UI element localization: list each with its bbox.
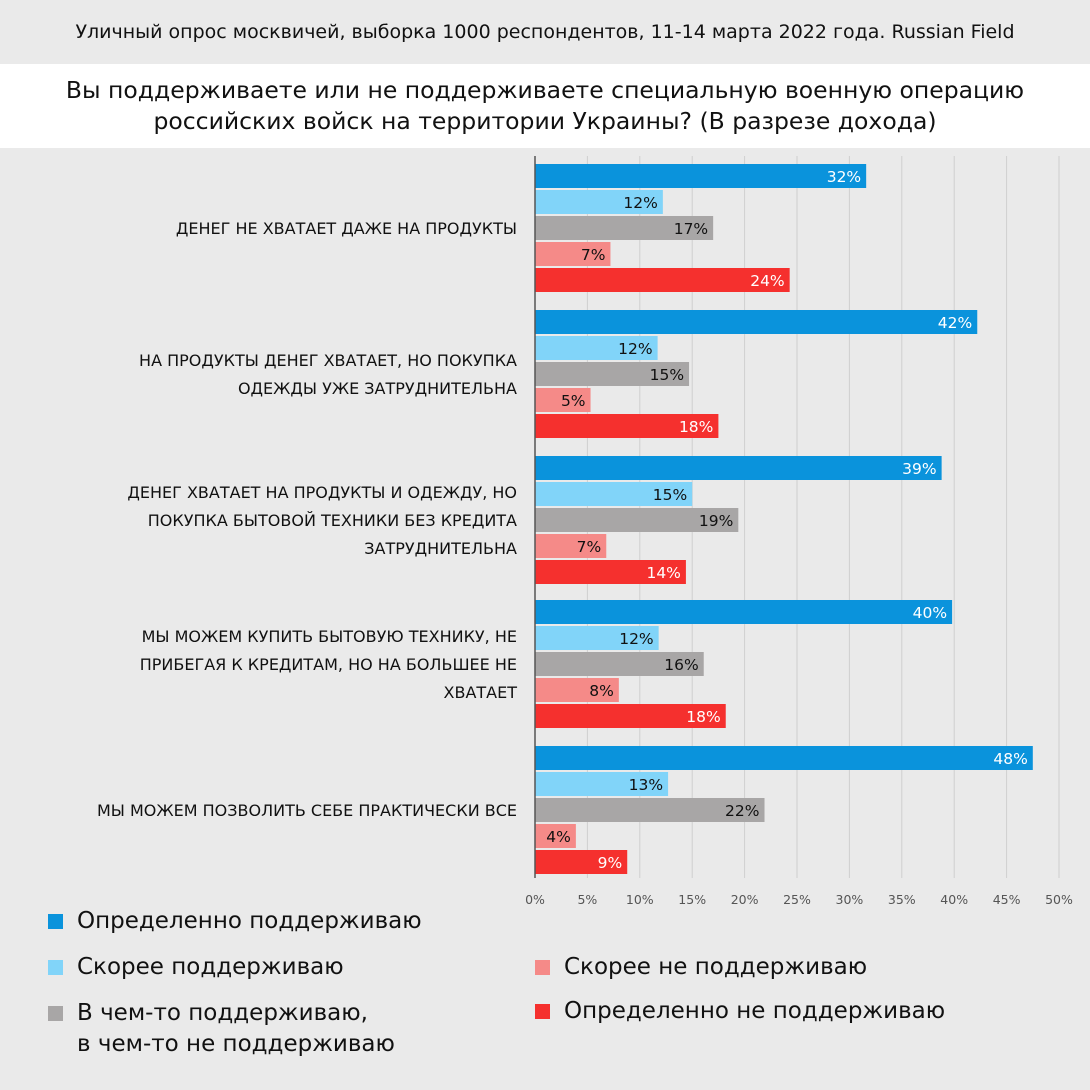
legend-label: Определенно не поддерживаю bbox=[564, 998, 946, 1024]
data-label: 42% bbox=[938, 314, 972, 332]
bar bbox=[535, 508, 739, 532]
x-tick-label: 25% bbox=[783, 892, 811, 907]
bar bbox=[535, 798, 765, 822]
category-label-line: ХВАТАЕТ bbox=[444, 683, 518, 702]
bar bbox=[535, 362, 690, 386]
bar bbox=[535, 678, 619, 702]
bar bbox=[535, 652, 704, 676]
bar bbox=[535, 456, 942, 480]
data-label: 40% bbox=[913, 604, 947, 622]
x-tick-label: 15% bbox=[678, 892, 706, 907]
legend-item-definitely-not-support: Определенно не поддерживаю bbox=[535, 996, 945, 1027]
category-label-line: ЗАТРУДНИТЕЛЬНА bbox=[364, 539, 517, 558]
x-tick-label: 45% bbox=[993, 892, 1021, 907]
category-label-line: ПОКУПКА БЫТОВОЙ ТЕХНИКИ БЕЗ КРЕДИТА bbox=[148, 511, 517, 530]
bar-chart: 0% 5% 10% 15% 20% 25% 30% 35% 40% 45% 50% 32% 42% 39%… bbox=[97, 156, 1073, 907]
data-label: 17% bbox=[674, 220, 708, 238]
legend-item-rather-support: Скорее поддерживаю bbox=[48, 952, 344, 983]
data-label: 39% bbox=[902, 460, 936, 478]
bar bbox=[535, 336, 658, 360]
legend-swatch bbox=[48, 1006, 63, 1021]
legend-item-definitely-support: Определенно поддерживаю bbox=[48, 906, 422, 937]
legend-item-partly-support: В чем-то поддерживаю, в чем-то не поддер… bbox=[48, 998, 395, 1060]
legend-label: Скорее не поддерживаю bbox=[564, 954, 868, 980]
category-label-line: ОДЕЖДЫ УЖЕ ЗАТРУДНИТЕЛЬНА bbox=[238, 379, 517, 398]
bar bbox=[535, 772, 669, 796]
legend-label: В чем-то поддерживаю, в чем-то не поддер… bbox=[77, 1000, 395, 1057]
x-tick-label: 5% bbox=[577, 892, 597, 907]
x-tick-label: 40% bbox=[940, 892, 968, 907]
category-label-line: ПРИБЕГАЯ К КРЕДИТАМ, НО НА БОЛЬШЕЕ НЕ bbox=[140, 655, 517, 674]
category-label-line: ДЕНЕГ НЕ ХВАТАЕТ ДАЖЕ НА ПРОДУКТЫ bbox=[176, 219, 517, 238]
data-label: 7% bbox=[581, 246, 606, 264]
bar bbox=[535, 746, 1033, 770]
data-label: 16% bbox=[664, 656, 698, 674]
legend-swatch bbox=[48, 914, 63, 929]
data-label: 5% bbox=[561, 392, 586, 410]
legend-item-rather-not-support: Скорее не поддерживаю bbox=[535, 952, 867, 983]
x-tick-label: 35% bbox=[888, 892, 916, 907]
legend-label: Определенно поддерживаю bbox=[77, 908, 422, 934]
category-label: ДЕНЕГ НЕ ХВАТАЕТ ДАЖЕ НА ПРОДУКТЫ bbox=[176, 219, 517, 238]
bar bbox=[535, 850, 628, 874]
x-tick-label: 50% bbox=[1045, 892, 1073, 907]
category-label: МЫ МОЖЕМ ПОЗВОЛИТЬ СЕБЕ ПРАКТИЧЕСКИ ВСЕ bbox=[97, 801, 517, 820]
data-label: 22% bbox=[725, 802, 759, 820]
bar bbox=[535, 242, 611, 266]
bar bbox=[535, 482, 693, 506]
legend-swatch bbox=[48, 960, 63, 975]
data-label: 19% bbox=[699, 512, 733, 530]
data-label: 24% bbox=[750, 272, 784, 290]
bar bbox=[535, 414, 719, 438]
data-label: 8% bbox=[589, 682, 614, 700]
bar bbox=[535, 600, 953, 624]
x-tick-label: 30% bbox=[836, 892, 864, 907]
x-tick-label: 10% bbox=[626, 892, 654, 907]
category-label-line: НА ПРОДУКТЫ ДЕНЕГ ХВАТАЕТ, НО ПОКУПКА bbox=[139, 351, 517, 370]
data-label: 13% bbox=[629, 776, 663, 794]
category-label: ДЕНЕГ ХВАТАЕТ НА ПРОДУКТЫ И ОДЕЖДУ, НО ПО… bbox=[127, 483, 517, 558]
category-label-line: МЫ МОЖЕМ ПОЗВОЛИТЬ СЕБЕ ПРАКТИЧЕСКИ ВСЕ bbox=[97, 801, 517, 820]
data-label: 12% bbox=[623, 194, 657, 212]
chart-source-header: Уличный опрос москвичей, выборка 1000 ре… bbox=[0, 0, 1090, 64]
chart-title: Вы поддерживаете или не поддерживаете сп… bbox=[65, 76, 1025, 135]
data-label: 4% bbox=[546, 828, 571, 846]
bar bbox=[535, 190, 663, 214]
data-label: 48% bbox=[993, 750, 1027, 768]
data-label: 32% bbox=[827, 168, 861, 186]
bar bbox=[535, 310, 978, 334]
bar bbox=[535, 534, 607, 558]
x-tick-label: 20% bbox=[731, 892, 759, 907]
bar bbox=[535, 388, 591, 412]
bar bbox=[535, 626, 659, 650]
x-tick-label: 0% bbox=[525, 892, 545, 907]
data-label: 12% bbox=[619, 630, 653, 648]
data-label: 7% bbox=[577, 538, 602, 556]
category-label-line: ДЕНЕГ ХВАТАЕТ НА ПРОДУКТЫ И ОДЕЖДУ, НО bbox=[127, 483, 517, 502]
category-label-line: МЫ МОЖЕМ КУПИТЬ БЫТОВУЮ ТЕХНИКУ, НЕ bbox=[142, 627, 517, 646]
bar bbox=[535, 268, 790, 292]
legend-label: Скорее поддерживаю bbox=[77, 954, 344, 980]
legend-swatch bbox=[535, 960, 550, 975]
data-label: 14% bbox=[646, 564, 680, 582]
data-label: 18% bbox=[679, 418, 713, 436]
header-text: Уличный опрос москвичей, выборка 1000 ре… bbox=[75, 21, 1015, 43]
data-label: 9% bbox=[598, 854, 623, 872]
chart-title-box: Вы поддерживаете или не поддерживаете сп… bbox=[0, 64, 1090, 148]
data-label: 18% bbox=[686, 708, 720, 726]
data-label: 15% bbox=[653, 486, 687, 504]
bar bbox=[535, 164, 867, 188]
category-label: НА ПРОДУКТЫ ДЕНЕГ ХВАТАЕТ, НО ПОКУПКА ОДЕ… bbox=[139, 351, 517, 398]
bar bbox=[535, 216, 714, 240]
data-label: 12% bbox=[618, 340, 652, 358]
category-label: МЫ МОЖЕМ КУПИТЬ БЫТОВУЮ ТЕХНИКУ, НЕ ПРИБЕ… bbox=[140, 627, 518, 702]
data-label: 15% bbox=[650, 366, 684, 384]
legend-swatch bbox=[535, 1004, 550, 1019]
bar bbox=[535, 560, 686, 584]
bar bbox=[535, 704, 726, 728]
bar bbox=[535, 824, 576, 848]
